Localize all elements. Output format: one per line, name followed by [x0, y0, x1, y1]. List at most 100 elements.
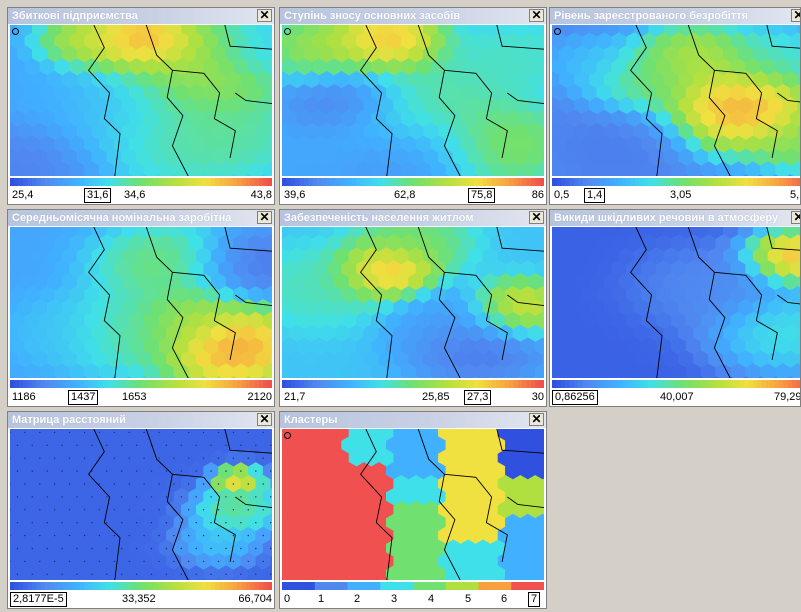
- scale-segment: [10, 178, 15, 186]
- scale-segment: [413, 380, 418, 388]
- scale-segment: [683, 380, 688, 388]
- panel-titlebar[interactable]: Збиткові підприємства ✕: [8, 8, 274, 24]
- close-icon[interactable]: ✕: [257, 9, 272, 22]
- panel-riven-bezrobittia[interactable]: Рівень зареєстрованого безробіття ✕ 0,5 …: [549, 7, 801, 205]
- panel-vykydy-rechovyn[interactable]: Викиди шкідливих речовин в атмосферу ✕ 0…: [549, 209, 801, 407]
- panel-titlebar[interactable]: Кластеры ✕: [280, 412, 546, 428]
- som-cell: [442, 578, 449, 580]
- scale-segment: [569, 380, 575, 388]
- close-icon[interactable]: ✕: [257, 413, 272, 426]
- panel-titlebar[interactable]: Ступінь зносу основних засобів ✕: [280, 8, 546, 24]
- node-dot: [188, 534, 190, 537]
- node-dot: [150, 547, 153, 550]
- som-cell: [413, 578, 420, 580]
- node-dot: [39, 431, 41, 434]
- node-dot: [158, 457, 160, 459]
- scale-segment: [295, 380, 301, 388]
- scale-segment: [731, 178, 736, 186]
- close-icon[interactable]: ✕: [791, 9, 800, 22]
- som-cell: [21, 174, 28, 176]
- som-cell: [66, 174, 73, 176]
- som-cell: [532, 174, 539, 176]
- scale-segment: [447, 380, 453, 388]
- scale-segment: [180, 380, 186, 388]
- cluster-boundary: [777, 294, 800, 305]
- node-dot: [106, 444, 108, 446]
- scale-segment: [495, 380, 501, 388]
- cluster-swatch: [282, 582, 316, 590]
- scale-segment: [175, 582, 181, 590]
- scale-segment: [338, 178, 344, 186]
- scale-segment: [351, 178, 357, 186]
- node-dot: [10, 534, 11, 537]
- scale-segment: [792, 178, 798, 186]
- scale-segment: [722, 178, 728, 186]
- close-icon[interactable]: ✕: [529, 413, 544, 426]
- panel-titlebar[interactable]: Матрица расстояний ✕: [8, 412, 274, 428]
- node-dot: [135, 547, 138, 550]
- marker-icon: [284, 432, 291, 439]
- node-dot: [76, 470, 78, 472]
- close-icon[interactable]: ✕: [529, 211, 544, 224]
- scale-segment: [648, 380, 654, 388]
- scale-segment: [604, 178, 610, 186]
- node-dot: [113, 560, 116, 563]
- scale-segment: [434, 380, 440, 388]
- scale-segment: [197, 582, 203, 590]
- panel-titlebar[interactable]: Забезпеченість населення житлом ✕: [280, 210, 546, 226]
- scale-segment: [643, 178, 649, 186]
- color-scale-svg: [552, 178, 800, 186]
- scale-segment: [53, 380, 59, 388]
- node-dot: [83, 509, 86, 511]
- node-dot: [31, 573, 33, 575]
- scale-segment: [127, 582, 133, 590]
- panel-zbytkovi-pidpryiemstva[interactable]: Збиткові підприємства ✕ 25,4 31,6 34,6 4…: [7, 7, 275, 205]
- close-icon[interactable]: ✕: [529, 9, 544, 22]
- panel-titlebar[interactable]: Середньомісячна номінальна заробітна ✕: [8, 210, 274, 226]
- som-map: [552, 227, 800, 378]
- scale-segment: [71, 582, 77, 590]
- som-cell: [51, 376, 58, 378]
- scale-segment: [132, 582, 138, 590]
- panel-stupin-znosu[interactable]: Ступінь зносу основних засобів ✕ 39,6 62…: [279, 7, 547, 205]
- som-cell: [111, 376, 118, 378]
- close-icon[interactable]: ✕: [257, 211, 272, 224]
- scale-segment: [696, 380, 702, 388]
- scale-segment: [206, 178, 212, 186]
- node-dot: [10, 457, 11, 459]
- node-dot: [76, 573, 78, 575]
- cluster-boundary: [360, 25, 393, 176]
- scale-segment: [722, 380, 728, 388]
- scale-segment: [770, 380, 776, 388]
- scale-segment: [608, 178, 614, 186]
- som-cell: [552, 376, 556, 378]
- node-dot: [165, 496, 168, 498]
- som-cell: [787, 376, 794, 378]
- scale-segment: [136, 178, 142, 186]
- node-dot: [128, 483, 130, 485]
- scale-segment: [347, 178, 353, 186]
- node-dot: [98, 534, 101, 537]
- som-cell: [563, 174, 570, 176]
- scale-segment: [210, 178, 216, 186]
- scale-segment: [167, 380, 173, 388]
- panel-titlebar[interactable]: Викиди шкідливих речовин в атмосферу ✕: [550, 210, 800, 226]
- panel-title: Рівень зареєстрованого безробіття: [554, 10, 749, 22]
- scale-segment: [110, 380, 116, 388]
- panel-titlebar[interactable]: Рівень зареєстрованого безробіття ✕: [550, 8, 800, 24]
- panel-zabezpechenist-zhytlom[interactable]: Забезпеченість населення житлом ✕ 21,7 2…: [279, 209, 547, 407]
- som-cell: [427, 376, 435, 378]
- node-dot: [83, 431, 86, 434]
- cluster-boundary: [88, 227, 121, 378]
- scale-segment: [770, 178, 776, 186]
- node-dot: [150, 522, 153, 524]
- scale-segment: [717, 178, 723, 186]
- scale-segment: [219, 380, 225, 388]
- som-cell: [383, 174, 390, 176]
- panel-matrytsa-rasstoianii[interactable]: Матрица расстояний ✕ 2,8177E-5 33,352 66…: [7, 411, 275, 609]
- scale-segment: [709, 178, 715, 186]
- close-icon[interactable]: ✕: [791, 211, 800, 224]
- scale-labels: 21,7 25,85 27,3 30: [282, 390, 544, 406]
- panel-serednomisiachna-zarobitna[interactable]: Середньомісячна номінальна заробітна ✕ 1…: [7, 209, 275, 407]
- panel-klastery[interactable]: Кластеры ✕ 0 1 2 3 4 5 6 7: [279, 411, 547, 609]
